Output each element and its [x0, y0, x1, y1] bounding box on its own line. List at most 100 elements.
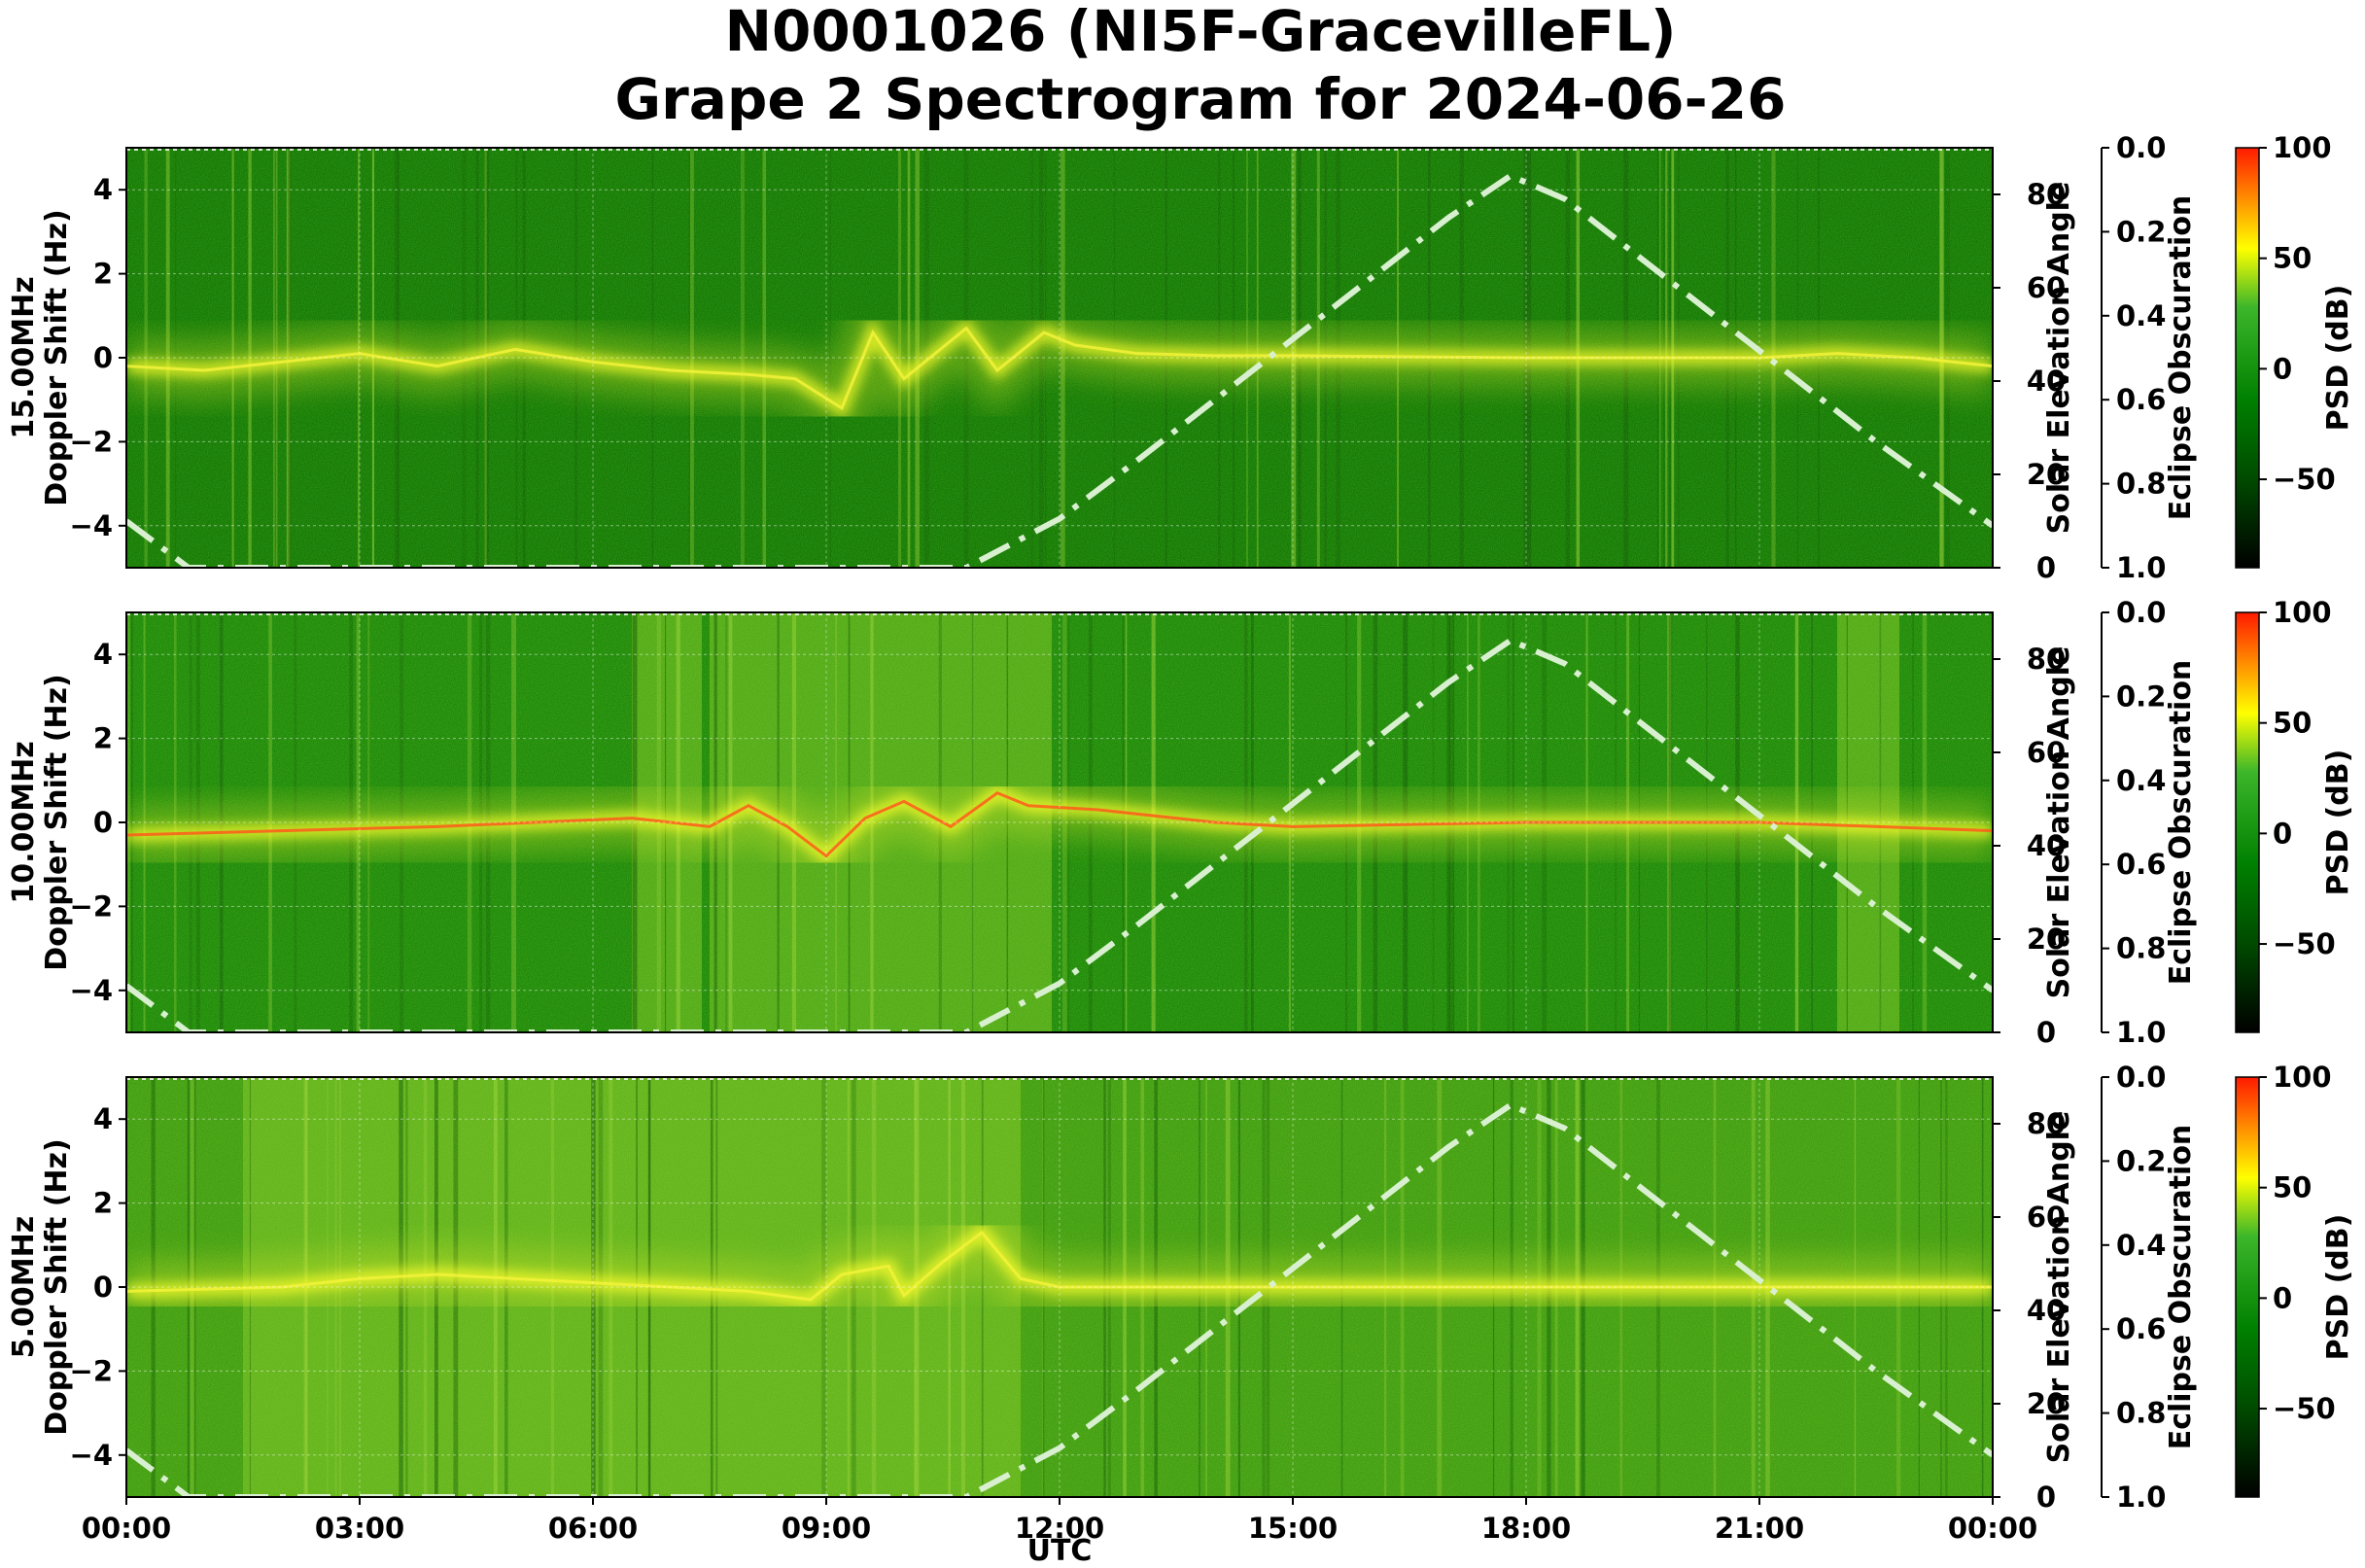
- x-tick-label: 09:00: [782, 1512, 871, 1545]
- panel-1: 420−2−415.00MHz Doppler Shift (Hz)0204060…: [7, 131, 2355, 584]
- colorbar-label: PSD (dB): [2321, 285, 2355, 432]
- solar-tick-label: 20: [2027, 1387, 2066, 1420]
- colorbar-tick-label: −50: [2273, 463, 2336, 496]
- eclipse-tick-label: 0.2: [2116, 215, 2166, 248]
- colorbar-label-group: PSD (dB): [2321, 749, 2355, 896]
- panel-frequency-label: 15.00MHz: [7, 276, 41, 438]
- solar-tick-label: 20: [2027, 458, 2066, 491]
- y-tick-label: 0: [93, 1271, 113, 1304]
- eclipse-tick-label: 0.0: [2116, 131, 2166, 164]
- doppler-trace: [126, 791, 1993, 858]
- x-axis: 00:00 03:00 06:00 09:00 12:00 15:00 18:00 21:00…: [82, 1497, 2037, 1545]
- y-tick-label: 4: [93, 1102, 113, 1135]
- solar-elevation-curve: [126, 1101, 1993, 1497]
- y-tick-label: −2: [70, 889, 113, 923]
- doppler-axis-label: Doppler Shift (Hz): [40, 209, 74, 505]
- eclipse-axis-label-group: Eclipse Obscuration: [2164, 660, 2198, 986]
- solar-tick-label: 40: [2027, 1294, 2066, 1327]
- x-tick-label: 12:00: [1015, 1512, 1104, 1545]
- eclipse-axis-label-group: Eclipse Obscuration: [2164, 1125, 2198, 1450]
- panel-frequency-label: 10.00MHz: [7, 741, 41, 903]
- eclipse-tick-label: 1.0: [2116, 1481, 2166, 1514]
- eclipse-axis-label: Eclipse Obscuration: [2164, 195, 2198, 521]
- solar-tick-label: 20: [2027, 923, 2066, 956]
- solar-tick-label: 0: [2036, 551, 2056, 584]
- eclipse-tick-label: 1.0: [2116, 551, 2166, 584]
- y-tick-label: −4: [70, 1439, 113, 1472]
- y-tick-label: −2: [70, 425, 113, 458]
- colorbar-label: PSD (dB): [2321, 1214, 2355, 1361]
- solar-elevation-curve: [126, 637, 1993, 1032]
- eclipse-tick-label: 0.0: [2116, 596, 2166, 629]
- eclipse-tick-label: 0.2: [2116, 679, 2166, 713]
- y-tick-label: −4: [70, 509, 113, 542]
- panel-2: 420−2−410.00MHz Doppler Shift (Hz)0204060…: [7, 596, 2355, 1049]
- spectrogram-panels: 420−2−415.00MHz Doppler Shift (Hz)0204060…: [7, 131, 2355, 1514]
- panel-frequency-label: 5.00MHz: [7, 1216, 41, 1358]
- panel-plot-area: [126, 148, 1993, 568]
- chart-title-line-2: Grape 2 Spectrogram for 2024-06-26: [615, 66, 1787, 132]
- x-tick-label: 18:00: [1481, 1512, 1571, 1545]
- y-tick-label: 2: [93, 722, 113, 755]
- colorbar-label-group: PSD (dB): [2321, 1214, 2355, 1361]
- solar-axis-label-group: Solar Elevation Angle: [2042, 182, 2076, 535]
- solar-tick-label: 60: [2027, 271, 2066, 304]
- doppler-axis-label: Doppler Shift (Hz): [40, 674, 74, 970]
- solar-tick-label: 0: [2036, 1481, 2056, 1514]
- panel-3: 420−2−45.00MHz Doppler Shift (Hz)02040608…: [7, 1061, 2355, 1514]
- solar-axis-label: Solar Elevation Angle: [2042, 1111, 2076, 1464]
- y-tick-label: 2: [93, 258, 113, 291]
- colorbar: [2235, 1076, 2260, 1498]
- eclipse-tick-label: 0.4: [2116, 1229, 2166, 1262]
- eclipse-tick-label: 0.6: [2116, 1312, 2166, 1345]
- solar-axis-label: Solar Elevation Angle: [2042, 182, 2076, 535]
- colorbar-tick-label: −50: [2273, 1392, 2336, 1425]
- eclipse-tick-label: 0.8: [2116, 468, 2166, 501]
- solar-tick-label: 60: [2027, 1201, 2066, 1234]
- eclipse-tick-label: 0.6: [2116, 383, 2166, 416]
- colorbar-label-group: PSD (dB): [2321, 285, 2355, 432]
- colorbar: [2235, 147, 2260, 569]
- colorbar-tick-label: 0: [2273, 352, 2292, 385]
- solar-tick-label: 40: [2027, 365, 2066, 398]
- colorbar-tick-label: 100: [2273, 596, 2332, 629]
- eclipse-tick-label: 0.4: [2116, 299, 2166, 332]
- x-tick-label: 00:00: [82, 1512, 171, 1545]
- colorbar-tick-label: 0: [2273, 817, 2292, 850]
- doppler-axis-label: Doppler Shift (Hz): [40, 1138, 74, 1435]
- y-axis-labels: 5.00MHz Doppler Shift (Hz): [7, 1138, 74, 1435]
- panel-plot-area: [126, 1077, 1993, 1497]
- colorbar-tick-label: 100: [2273, 131, 2332, 164]
- eclipse-tick-label: 0.8: [2116, 932, 2166, 965]
- colorbar-tick-label: 50: [2273, 1171, 2312, 1204]
- x-tick-label: 15:00: [1248, 1512, 1338, 1545]
- x-tick-label: 06:00: [548, 1512, 638, 1545]
- y-tick-label: 0: [93, 341, 113, 374]
- y-axis-labels: 10.00MHz Doppler Shift (Hz): [7, 674, 74, 970]
- solar-axis-label-group: Solar Elevation Angle: [2042, 646, 2076, 999]
- x-tick-label: 03:00: [315, 1512, 404, 1545]
- colorbar-tick-label: 0: [2273, 1281, 2292, 1314]
- eclipse-tick-label: 0.8: [2116, 1397, 2166, 1430]
- colorbar-tick-label: −50: [2273, 927, 2336, 960]
- colorbar: [2235, 611, 2260, 1033]
- solar-axis-label: Solar Elevation Angle: [2042, 646, 2076, 999]
- y-tick-label: 0: [93, 806, 113, 839]
- solar-axis-label-group: Solar Elevation Angle: [2042, 1111, 2076, 1464]
- colorbar-tick-label: 50: [2273, 707, 2312, 740]
- doppler-trace: [126, 1230, 1993, 1302]
- solar-tick-label: 0: [2036, 1016, 2056, 1049]
- chart-title-line-1: N0001026 (NI5F-GracevilleFL): [724, 0, 1676, 64]
- x-tick-label: 00:00: [1948, 1512, 2037, 1545]
- solar-tick-label: 60: [2027, 736, 2066, 769]
- eclipse-tick-label: 1.0: [2116, 1016, 2166, 1049]
- x-tick-label: 21:00: [1715, 1512, 1804, 1545]
- y-tick-label: 2: [93, 1187, 113, 1220]
- panel-plot-area: [126, 612, 1993, 1032]
- solar-tick-label: 40: [2027, 829, 2066, 862]
- eclipse-tick-label: 0.2: [2116, 1144, 2166, 1177]
- colorbar-tick-label: 100: [2273, 1061, 2332, 1094]
- eclipse-axis-label: Eclipse Obscuration: [2164, 1125, 2198, 1450]
- x-axis-label: UTC: [1027, 1534, 1093, 1568]
